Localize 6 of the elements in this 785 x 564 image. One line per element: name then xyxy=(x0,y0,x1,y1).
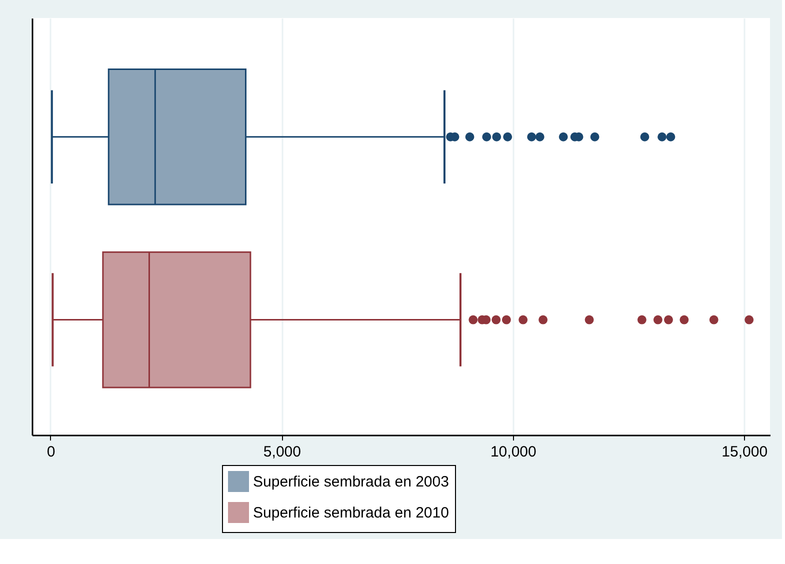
x-tick-label: 15,000 xyxy=(722,444,768,460)
legend-label: Superficie sembrada en 2003 xyxy=(253,474,449,490)
x-tick-label: 10,000 xyxy=(490,444,536,460)
legend-label: Superficie sembrada en 2010 xyxy=(253,504,449,522)
x-tick-label: 0 xyxy=(46,444,56,460)
x-tick-label: 5,000 xyxy=(263,444,301,460)
